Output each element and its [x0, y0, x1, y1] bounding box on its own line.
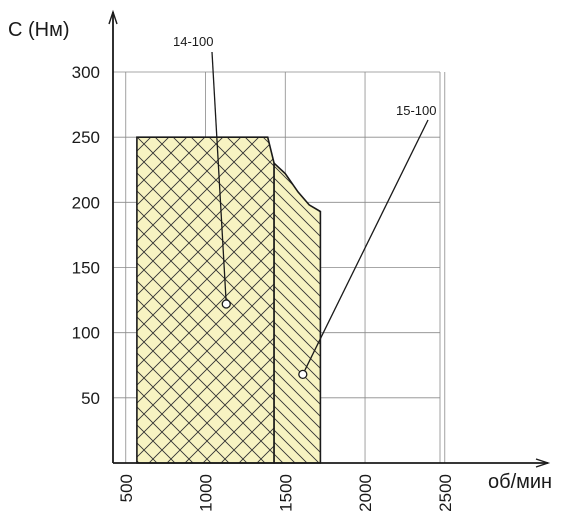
leader-dot-15-100 [298, 369, 308, 380]
x-axis-title: об/мин [488, 471, 552, 493]
axes [108, 9, 551, 468]
tick-labels: 50 100 150 200 250 300 500 1000 1500 2000 2500 [72, 63, 455, 512]
y-tick-label-300: 300 [72, 63, 100, 82]
data-areas [136, 136, 322, 464]
annotations: 14-100 15-100 [173, 34, 436, 380]
x-tick-label-2000: 2000 [356, 474, 375, 512]
y-axis-arrow [108, 9, 118, 25]
area-14-100 [136, 136, 275, 464]
x-axis-arrow [535, 458, 551, 468]
area-15-100 [273, 161, 322, 464]
leader-line-14-100 [211, 51, 227, 301]
series-label-15-100: 15-100 [396, 103, 436, 118]
y-tick-label-50: 50 [81, 389, 100, 408]
leader-line-15-100 [304, 119, 429, 372]
series-label-14-100: 14-100 [173, 34, 213, 49]
y-tick-label-100: 100 [72, 324, 100, 343]
y-axis-title: C (Нм) [8, 19, 70, 41]
x-tick-label-1500: 1500 [276, 474, 295, 512]
x-tick-label-1000: 1000 [197, 474, 216, 512]
y-tick-label-150: 150 [72, 259, 100, 278]
x-tick-label-500: 500 [117, 474, 136, 502]
leader-dot-14-100 [221, 299, 231, 309]
y-tick-label-250: 250 [72, 128, 100, 147]
y-tick-label-200: 200 [72, 193, 100, 212]
x-tick-label-2500: 2500 [436, 474, 455, 512]
